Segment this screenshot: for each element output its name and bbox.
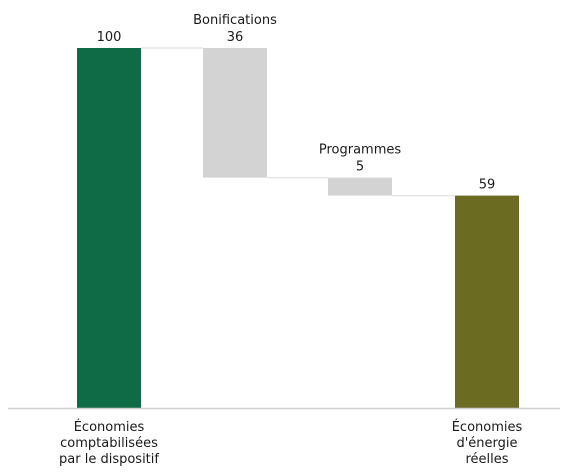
- value-labels: 100 36 Bonifications 5 Programmes 59: [97, 13, 496, 193]
- category-labels: Économies comptabilisées par le dispositif…: [59, 419, 522, 467]
- bar-2: [328, 177, 392, 196]
- category-label-line: Économies: [74, 419, 145, 435]
- connector-lines: [141, 47, 455, 197]
- category-label-0: Économies comptabilisées par le dispositif: [59, 419, 159, 467]
- bar-1: [203, 48, 267, 178]
- bar-0: [77, 48, 141, 408]
- category-label-line: comptabilisées: [60, 436, 158, 451]
- step-name-1: Bonifications: [193, 13, 277, 28]
- chart-bars: [77, 48, 519, 408]
- value-label-2: 5: [356, 160, 364, 175]
- category-label-line: réelles: [465, 452, 508, 467]
- bar-3: [455, 195, 519, 408]
- category-label-line: par le dispositif: [59, 452, 159, 467]
- value-label-3: 59: [479, 178, 496, 193]
- category-label-3: Économies d'énergie réelles: [452, 419, 523, 467]
- step-name-2: Programmes: [319, 143, 402, 158]
- category-label-line: Économies: [452, 419, 523, 435]
- value-label-1: 36: [227, 30, 244, 45]
- value-label-0: 100: [97, 30, 122, 45]
- category-label-line: d'énergie: [456, 436, 517, 451]
